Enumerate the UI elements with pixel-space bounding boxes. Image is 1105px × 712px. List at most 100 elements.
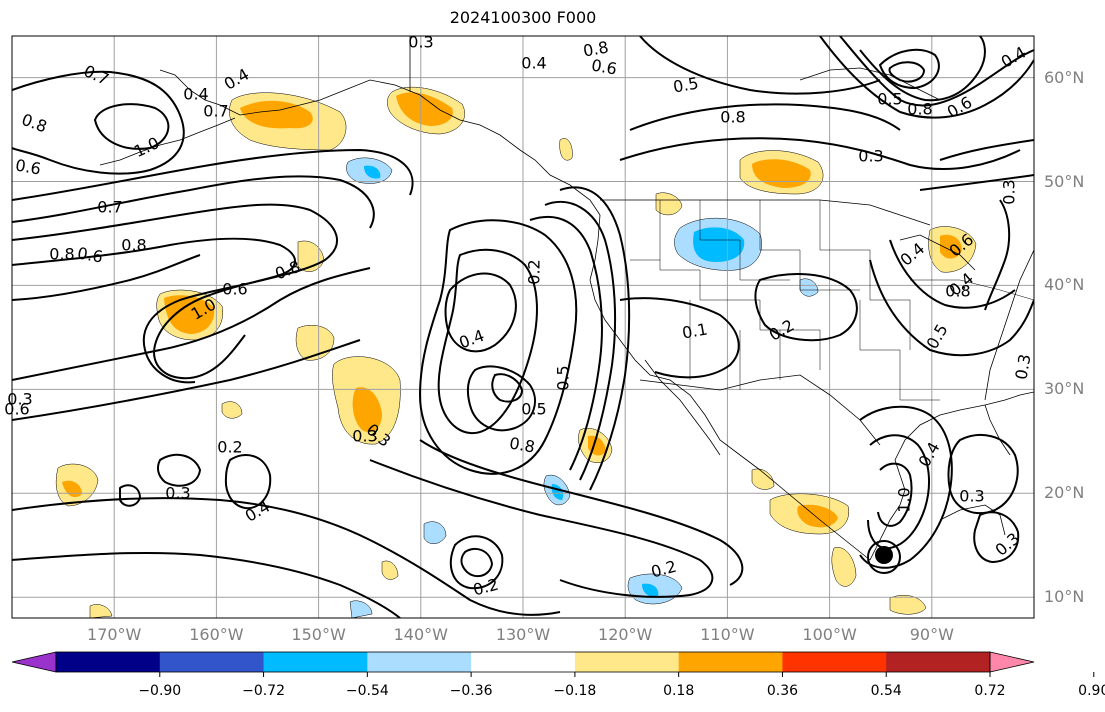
longitude-label: 140°W [393,625,448,644]
contour-line [444,272,517,353]
shade-yellow [559,138,573,161]
contour-label: 0.3 [1000,179,1019,204]
longitude-label: 170°W [87,625,142,644]
contour-line [369,459,714,598]
contour-line [437,248,538,435]
state-border [819,200,911,350]
state-border [859,300,940,401]
colorbar-segment [56,652,161,672]
colorbar-segment [263,652,368,672]
shade-blue [364,165,381,179]
west-coast [589,214,871,561]
us-canada-border [600,199,931,226]
shade-yellow [381,560,399,580]
contour-line [754,273,858,342]
gulf-coast [869,391,1034,561]
contour-line [619,137,1021,171]
shade-orange [797,504,838,528]
contour-label: 0.3 [959,487,984,506]
shade-orange [752,159,811,188]
contour-line [939,139,1034,161]
contour-label: 0.4 [521,54,546,73]
contour-label: 0.8 [907,100,932,119]
contour-line [544,200,617,481]
contour-label: 0.8 [582,37,610,60]
colorbar-segment [159,652,265,672]
contour-label: 0.6 [4,400,29,419]
contour-line [93,103,170,150]
colorbar-arrow-right [989,651,1035,673]
contour-label: 0.8 [121,236,146,255]
contour-label: 0.7 [97,198,122,217]
contour-line [466,365,536,432]
colorbar [11,651,1095,677]
shade-blue-light [799,278,819,297]
contour-line [919,174,1034,191]
contour-label: 0.7 [203,102,228,121]
colorbar-segment [471,652,576,672]
longitude-label: 120°W [598,625,653,644]
contour-line [460,547,494,578]
state-border [659,200,821,370]
contour-label: 0.3 [352,427,377,446]
shade-yellow [221,401,243,419]
shade-orange [240,100,313,129]
colorbar-segment [886,652,991,672]
contour-line [878,48,940,90]
contour-line [491,373,524,403]
colorbar-frame [55,651,991,673]
colorbar-tick-label: −0.90 [138,683,182,699]
contour-line [973,511,1020,564]
east-coast [984,249,1034,401]
contour-label: 1.0 [895,487,914,512]
contour-line [12,148,414,201]
colorbar-tick-label: −0.72 [242,683,285,699]
latitude-label: 60°N [1044,67,1085,87]
contour-label: 0.6 [14,155,42,178]
colorbar-tick-label: −0.36 [449,683,493,699]
shade-yellow [751,468,775,490]
shade-orange [396,92,453,126]
shade-orange [940,234,962,259]
contour-label: 0.8 [49,245,74,264]
state-borders [630,200,1034,401]
colorbar-tick-label: 0.54 [870,683,902,699]
colorbar-tick-label: 0.18 [663,683,695,699]
plot-title: 2024100300 F000 [449,8,597,27]
contour-line [12,497,561,616]
graticule [12,36,1034,618]
state-border [699,200,790,281]
colorbar-tick-label: 0.36 [766,683,799,699]
colorbar-tick-label: −0.18 [553,683,597,699]
contour-line [859,36,986,102]
latitude-label: 20°N [1044,483,1085,503]
longitude-label: 90°W [909,625,954,644]
shade-yellow [89,604,113,618]
contour-line [12,70,185,175]
latitude-label: 40°N [1044,275,1085,295]
contour-line [12,254,201,301]
contour-line [984,199,1011,311]
latitude-label: 30°N [1044,379,1085,399]
contour-label: 0.2 [217,438,242,457]
contour-line [888,61,926,83]
coastlines [99,36,1034,561]
longitude-label: 130°W [495,625,551,644]
great-lakes [899,234,976,271]
contour-label: 0.4 [183,85,208,104]
contour-line [629,103,901,131]
contour-line [450,535,504,590]
contour-line [418,219,578,475]
contour-line [12,551,401,618]
colorbar-tick-label: −0.54 [345,683,389,699]
shade-yellow [655,192,683,216]
contour-label: 0.6 [590,55,618,78]
contour-line [12,175,375,229]
shading-layer [55,86,977,618]
longitude-label: 160°W [189,625,244,644]
contour-line [12,203,338,380]
contour-line [877,462,913,527]
contour-line [867,434,930,550]
contour-line [419,439,744,586]
contour-line [12,339,361,421]
